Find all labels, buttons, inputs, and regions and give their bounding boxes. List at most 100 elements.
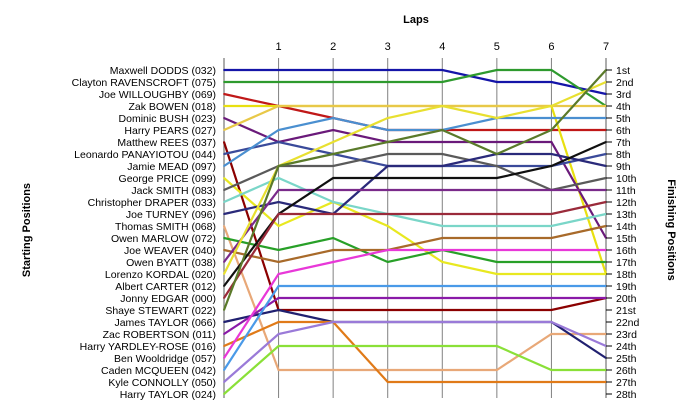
- series-17-point-0: [223, 261, 225, 263]
- series-19-point-0: [223, 285, 225, 287]
- finish-label-5: 5th: [616, 113, 631, 125]
- series-1-point-4: [441, 69, 444, 71]
- series-10-point-3: [386, 225, 389, 227]
- finish-label-18: 18th: [616, 269, 637, 281]
- series-17-point-3: [386, 189, 389, 191]
- series-1-point-0: [223, 69, 225, 71]
- chart-title: Laps: [403, 14, 429, 26]
- series-17-point-1: [277, 189, 280, 191]
- series-line-15: [223, 236, 606, 264]
- series-21-point-1: [277, 165, 280, 167]
- starting-position-labels: Maxwell DODDS (032)Clayton RAVENSCROFT (…: [72, 65, 216, 401]
- series-23-point-1: [277, 297, 280, 299]
- series-19-point-2: [332, 177, 335, 179]
- series-19-point-6: [550, 165, 553, 167]
- series-11-point-2: [332, 165, 335, 167]
- series-4-point-0: [223, 105, 225, 107]
- series-2-point-6: [550, 69, 553, 71]
- series-21-point-2: [332, 153, 335, 155]
- start-label-23: Zac ROBERTSON (011): [103, 329, 216, 341]
- series-23-point-6: [550, 297, 553, 299]
- series-line-7: [222, 141, 607, 312]
- y-axis-label-left: Starting Positions: [21, 183, 33, 277]
- series-23-point-5: [495, 297, 498, 299]
- series-18-point-6: [550, 105, 553, 107]
- series-line-19: [223, 140, 607, 287]
- series-2-point-1: [277, 81, 280, 83]
- series-1-point-1: [277, 69, 280, 71]
- series-line-24: [223, 320, 606, 384]
- series-6-point-2: [332, 105, 335, 107]
- series-26-point-0: [223, 369, 225, 371]
- series-line-23: [223, 296, 606, 335]
- series-24-point-6: [550, 381, 553, 383]
- finish-label-25: 25th: [616, 353, 637, 365]
- series-line-16: [223, 224, 607, 264]
- finishing-position-labels: 1st2nd3rd4th5th6th7th8th9th10th11th12th1…: [606, 65, 640, 401]
- series-24-point-3: [386, 381, 389, 383]
- series-21-point-3: [386, 141, 389, 143]
- start-label-26: Caden MCQUEEN (042): [101, 365, 216, 377]
- series-14-point-3: [386, 369, 389, 371]
- series-9-point-2: [332, 117, 335, 119]
- x-tick-label-1: 1: [276, 41, 282, 53]
- series-11-point-4: [441, 153, 444, 155]
- series-lines: [222, 68, 608, 395]
- series-9-point-0: [223, 165, 225, 167]
- series-15-point-2: [332, 237, 335, 239]
- series-27-point-6: [550, 321, 553, 323]
- finish-label-16: 16th: [616, 245, 637, 257]
- series-14-point-1: [277, 369, 280, 371]
- series-line-14: [222, 225, 606, 372]
- series-25-point-2: [332, 261, 335, 263]
- series-line-20: [223, 200, 607, 299]
- x-tick-label-5: 5: [494, 41, 500, 53]
- finish-label-26: 26th: [616, 365, 637, 377]
- series-5-point-6: [550, 141, 553, 143]
- start-label-18: Lorenzo KORDAL (020): [105, 269, 216, 281]
- series-26-point-4: [441, 285, 444, 287]
- finish-label-8: 8th: [616, 149, 631, 161]
- finish-label-13: 13th: [616, 209, 637, 221]
- series-22-point-0: [223, 321, 225, 323]
- series-23-point-4: [441, 297, 444, 299]
- finish-label-19: 19th: [616, 281, 637, 293]
- series-16-point-4: [441, 237, 444, 239]
- series-21-point-4: [441, 129, 444, 131]
- series-1-point-2: [332, 69, 335, 71]
- series-line-12: [223, 176, 607, 228]
- series-17-point-5: [495, 189, 498, 191]
- series-17-point-2: [332, 189, 335, 191]
- series-1-point-3: [386, 69, 389, 71]
- series-25-point-3: [386, 249, 389, 251]
- series-24-point-4: [441, 381, 444, 383]
- series-8-point-1: [277, 141, 280, 143]
- series-20-point-0: [223, 297, 225, 299]
- series-12-point-6: [550, 225, 553, 227]
- series-26-point-2: [332, 285, 335, 287]
- series-16-point-0: [223, 249, 225, 251]
- series-10-point-6: [550, 273, 553, 275]
- series-20-point-1: [277, 213, 280, 215]
- series-28-point-1: [277, 345, 280, 347]
- series-27-point-2: [332, 321, 335, 323]
- start-label-16: Joe WEAVER (040): [124, 245, 216, 257]
- series-2-point-5: [495, 69, 498, 71]
- series-3-point-0: [223, 93, 225, 95]
- series-14-point-4: [441, 369, 444, 371]
- finish-label-24: 24th: [616, 341, 637, 353]
- series-7-point-2: [332, 309, 335, 311]
- finish-label-20: 20th: [616, 293, 637, 305]
- series-line-17: [223, 188, 606, 263]
- start-label-11: Jack SMITH (083): [131, 185, 216, 197]
- finish-label-2: 2nd: [616, 77, 634, 89]
- series-23-point-0: [223, 333, 225, 335]
- series-17-point-4: [441, 189, 444, 191]
- start-label-24: Harry YARDLEY-ROSE (016): [80, 341, 216, 353]
- series-27-point-3: [386, 321, 389, 323]
- series-7-point-4: [441, 309, 444, 311]
- series-12-point-2: [332, 201, 335, 203]
- series-21-point-0: [223, 309, 225, 311]
- series-9-point-1: [277, 129, 280, 131]
- series-6-point-0: [223, 129, 225, 131]
